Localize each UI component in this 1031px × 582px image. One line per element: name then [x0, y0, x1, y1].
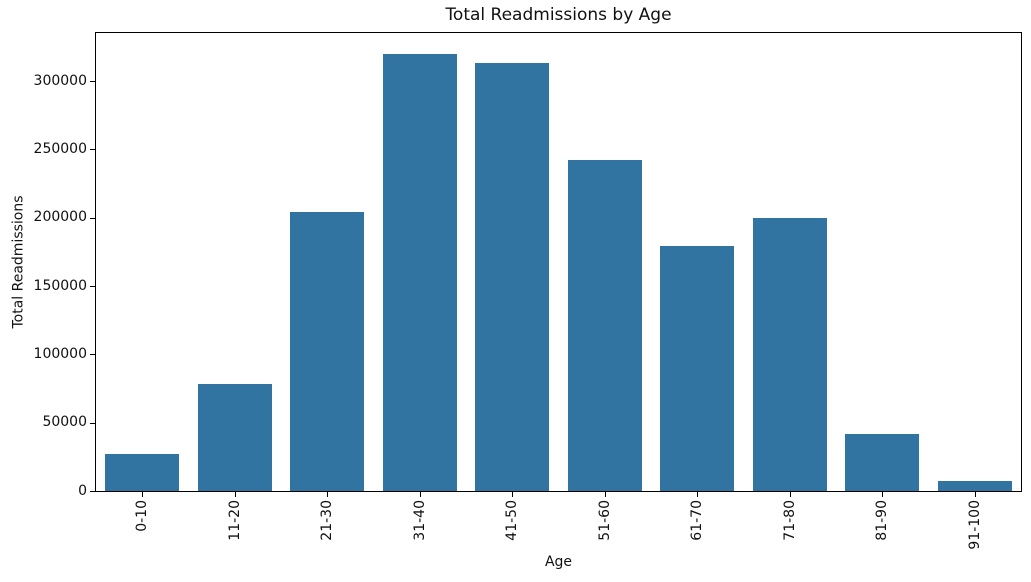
- x-tick-label: 0-10: [134, 500, 150, 532]
- y-tick-label: 0: [78, 483, 87, 499]
- bar-71-80: [752, 218, 827, 491]
- y-tick-mark: [90, 286, 95, 287]
- y-tick-mark: [90, 218, 95, 219]
- x-tick-label: 81-90: [874, 500, 890, 541]
- y-tick-mark: [90, 149, 95, 150]
- bar-81-90: [845, 434, 920, 491]
- y-tick-label: 250000: [33, 141, 87, 157]
- x-tick-label: 91-100: [967, 500, 983, 550]
- y-tick-label: 300000: [33, 73, 87, 89]
- bar-41-50: [475, 63, 550, 491]
- bar-21-30: [290, 212, 365, 491]
- x-tick-label: 51-60: [597, 500, 613, 541]
- bar-31-40: [382, 54, 457, 491]
- x-tick-label: 61-70: [689, 500, 705, 541]
- y-tick-label: 150000: [33, 278, 87, 294]
- x-tick-mark: [142, 492, 143, 497]
- bar-61-70: [660, 246, 735, 491]
- y-tick-mark: [90, 491, 95, 492]
- bar-91-100: [937, 481, 1012, 491]
- x-tick-mark: [790, 492, 791, 497]
- x-tick-label: 11-20: [227, 500, 243, 541]
- x-tick-mark: [697, 492, 698, 497]
- y-tick-label: 200000: [33, 209, 87, 225]
- x-tick-mark: [235, 492, 236, 497]
- bar-0-10: [105, 454, 180, 491]
- y-tick-mark: [90, 81, 95, 82]
- x-tick-label: 21-30: [319, 500, 335, 541]
- x-tick-mark: [512, 492, 513, 497]
- x-tick-label: 71-80: [782, 500, 798, 541]
- y-axis-label: Total Readmissions: [10, 195, 27, 329]
- chart-title: Total Readmissions by Age: [445, 5, 672, 25]
- plot-area: [95, 32, 1022, 492]
- y-tick-mark: [90, 423, 95, 424]
- bar-51-60: [567, 160, 642, 491]
- y-tick-mark: [90, 354, 95, 355]
- y-tick-label: 50000: [42, 414, 87, 430]
- x-tick-label: 41-50: [504, 500, 520, 541]
- x-axis-label: Age: [544, 554, 573, 570]
- y-tick-label: 100000: [33, 346, 87, 362]
- x-tick-label: 31-40: [412, 500, 428, 541]
- x-tick-mark: [605, 492, 606, 497]
- x-tick-mark: [420, 492, 421, 497]
- x-tick-mark: [975, 492, 976, 497]
- bar-11-20: [197, 384, 272, 491]
- x-tick-mark: [327, 492, 328, 497]
- x-tick-mark: [882, 492, 883, 497]
